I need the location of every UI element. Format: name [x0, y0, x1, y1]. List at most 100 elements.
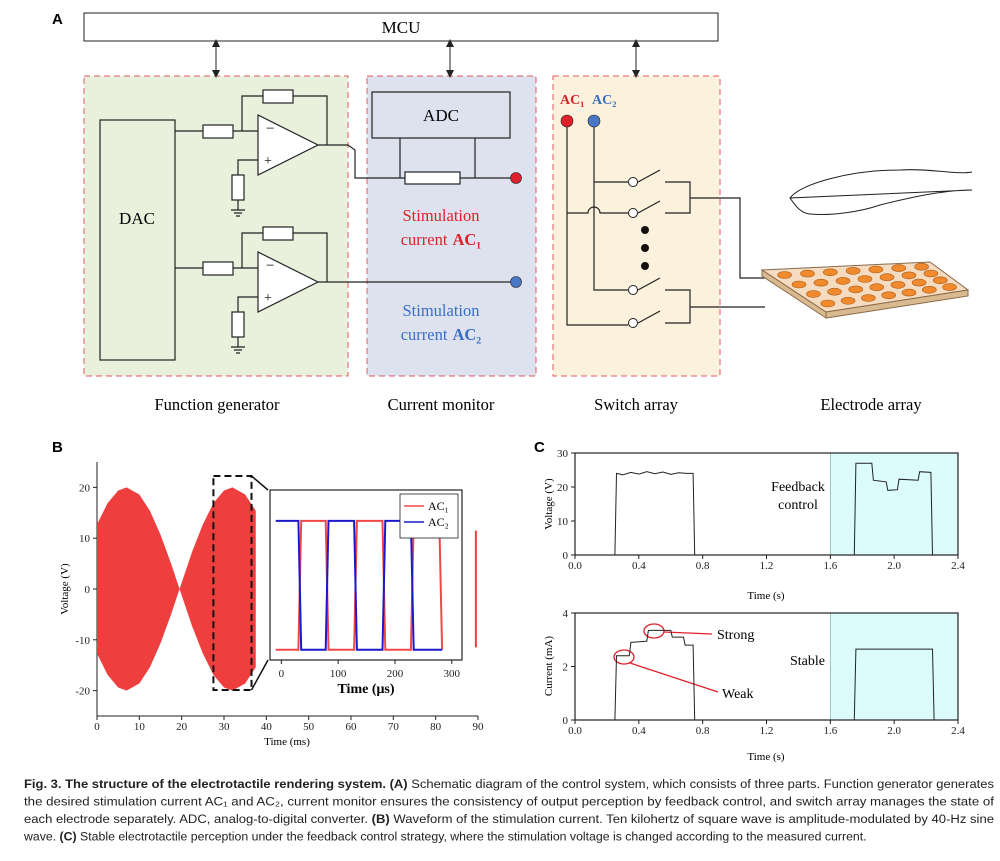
- mcu-label: MCU: [382, 18, 421, 37]
- electrode-pad: [914, 262, 929, 271]
- input-node: [560, 114, 574, 128]
- electrode-pad: [942, 283, 957, 291]
- electrode-pads: [777, 262, 957, 308]
- x-axis-label: Time (μs): [337, 682, 394, 697]
- y-tick-label: 4: [563, 608, 569, 620]
- y-tick-label: 2: [563, 662, 569, 674]
- dac-box: [99, 119, 176, 361]
- electrode-pad: [901, 271, 917, 280]
- y-tick-label: 0: [563, 715, 569, 727]
- y-tick-label: 10: [557, 516, 569, 528]
- label-line: Stimulation: [402, 301, 479, 320]
- adc-label: ADC: [423, 106, 459, 125]
- caption-segment: (A): [386, 777, 408, 791]
- switch-input-label: AC₁: [560, 93, 584, 108]
- switch-input-label: AC₂: [592, 93, 616, 108]
- x-tick-label: 0: [94, 721, 100, 733]
- caption-segment: Schematic diagram of the control system,…: [408, 777, 994, 791]
- electrode-pad: [845, 267, 861, 275]
- stimulation-label: Stimulation current AC₁: [401, 206, 482, 249]
- signal-name: AC₂: [452, 325, 481, 344]
- dac-label: DAC: [119, 209, 155, 228]
- x-tick-label: 0.4: [632, 725, 646, 737]
- annotation-line: Feedback: [771, 480, 825, 495]
- y-tick-label: -20: [75, 686, 90, 698]
- resistor: [202, 261, 234, 276]
- section-label: Function generator: [154, 395, 280, 414]
- highlight-region: [830, 453, 958, 555]
- caption-segment: (B): [372, 812, 390, 826]
- caption-segment: each electrode separately. ADC, analog-t…: [24, 812, 372, 826]
- highlight-region: [830, 613, 958, 720]
- electrode-pad: [923, 269, 939, 278]
- finger: [789, 169, 973, 215]
- x-tick-label: 70: [388, 721, 400, 733]
- x-tick-label: 1.2: [760, 725, 774, 737]
- x-tick-label: 2.4: [951, 725, 965, 737]
- electrode-pad: [921, 285, 937, 294]
- op-amp-sign: −: [266, 121, 274, 137]
- resistor: [231, 311, 245, 338]
- x-tick-label: 1.6: [823, 725, 837, 737]
- output-node: [510, 276, 522, 288]
- x-tick-label: 1.6: [823, 560, 837, 572]
- caption-line: wave. (C) Stable electrotactile percepti…: [23, 830, 867, 844]
- x-tick-label: 0: [279, 668, 285, 680]
- x-tick-label: 60: [346, 721, 358, 733]
- switch-array-box: [552, 75, 721, 377]
- schematic: MCU DAC − + − + ADC Stimulation current AC…: [83, 12, 973, 414]
- y-axis-label: Voltage (V): [543, 478, 555, 530]
- adc-box: [371, 91, 511, 139]
- x-tick-label: 200: [387, 668, 404, 680]
- electrode-pad: [827, 287, 842, 296]
- annotation: Stable: [790, 654, 825, 669]
- resistor: [262, 226, 294, 241]
- x-tick-label: 0.8: [696, 560, 710, 572]
- annotation-line: control: [778, 498, 818, 513]
- series-line: [575, 629, 958, 721]
- op-amp-sign: +: [264, 154, 272, 169]
- resistor: [262, 89, 294, 104]
- x-axis-label: Time (s): [747, 590, 785, 602]
- x-tick-label: 300: [444, 668, 461, 680]
- wire: [175, 232, 512, 354]
- electrode-plate-edge: [761, 269, 969, 319]
- electrode-pad: [891, 264, 907, 272]
- section-label: Switch array: [594, 395, 679, 414]
- legend-label: AC₁: [428, 499, 449, 513]
- electrode-pad: [881, 291, 897, 300]
- series-line: [575, 462, 958, 556]
- electrode-pad: [840, 296, 856, 305]
- y-tick-label: 20: [79, 482, 91, 494]
- stimulation-label: Stimulation current AC₂: [401, 301, 482, 344]
- y-tick-label: 10: [79, 533, 91, 545]
- annotation: Strong: [717, 628, 754, 643]
- resistor: [202, 124, 234, 139]
- wire: [399, 138, 476, 178]
- switch-contacts: [628, 177, 638, 328]
- electrode-pad: [822, 268, 838, 277]
- electrode-pad: [800, 269, 815, 278]
- caption-line: Fig. 3. The structure of the electrotact…: [24, 777, 994, 791]
- caption-segment: the desired stimulation current AC₁ and …: [24, 795, 995, 809]
- wire: [566, 121, 765, 326]
- x-axis-label: Time (ms): [264, 736, 310, 748]
- section-label: Electrode array: [820, 395, 922, 414]
- x-tick-label: 0.0: [568, 560, 582, 572]
- electrode-pad: [869, 283, 885, 292]
- electrode-pad: [911, 278, 927, 287]
- electrode-pad: [890, 281, 906, 289]
- x-tick-label: 0.8: [696, 725, 710, 737]
- electrode-pad: [861, 294, 876, 302]
- op-amp: [257, 251, 320, 313]
- zoom-connector: [250, 659, 269, 691]
- x-tick-label: 40: [261, 721, 273, 733]
- op-amp-sign: +: [264, 291, 272, 306]
- op-amp: [257, 114, 320, 176]
- x-tick-label: 90: [473, 721, 485, 733]
- x-tick-label: 2.0: [887, 725, 901, 737]
- caption-segment: Waveform of the stimulation current. Ten…: [390, 812, 994, 826]
- signal-name: AC₁: [452, 230, 481, 249]
- electrode-pad: [868, 265, 884, 274]
